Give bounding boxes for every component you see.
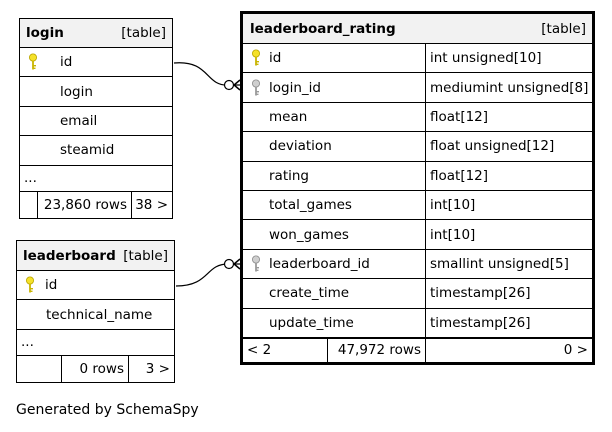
table-login[interactable]: login [table] id login email steamid ...… <box>19 18 173 219</box>
primary-key-icon <box>17 271 43 299</box>
column-row[interactable]: rating float[12] <box>243 161 592 191</box>
connector-optional-marker <box>223 258 235 270</box>
column-row[interactable]: steamid <box>20 136 172 166</box>
table-name: leaderboard <box>23 247 116 264</box>
column-type: float[12] <box>425 102 592 132</box>
parents-count <box>20 192 37 218</box>
column-name: email <box>60 112 98 129</box>
ellipsis-row: ... <box>20 166 172 192</box>
table-header: leaderboard_rating [table] <box>243 14 592 44</box>
column-name: deviation <box>269 138 332 155</box>
column-name: id <box>269 50 282 67</box>
column-type: float unsigned[12] <box>425 132 592 161</box>
table-kind: [table] <box>121 25 166 41</box>
foreign-key-icon <box>243 73 269 101</box>
column-name: total_games <box>269 197 352 214</box>
column-name: update_time <box>269 314 354 331</box>
table-leaderboard-rating[interactable]: leaderboard_rating [table] id int unsign… <box>240 11 595 365</box>
more-columns-ellipsis: ... <box>21 334 34 351</box>
column-type: int[10] <box>425 220 592 249</box>
row-count: 23,860 rows <box>37 191 131 218</box>
children-link[interactable]: 3 > <box>128 355 174 382</box>
column-type: timestamp[26] <box>425 279 592 308</box>
column-name: rating <box>269 167 309 184</box>
more-columns-ellipsis: ... <box>24 170 37 187</box>
column-row[interactable]: login <box>20 77 172 107</box>
column-name: create_time <box>269 285 350 302</box>
column-row[interactable]: login_id mediumint unsigned[8] <box>243 73 592 103</box>
table-name: leaderboard_rating <box>250 20 396 37</box>
column-type: float[12] <box>425 161 592 190</box>
column-type: mediumint unsigned[8] <box>425 73 592 102</box>
row-count: 0 rows <box>61 355 128 382</box>
column-name: won_games <box>269 226 349 243</box>
connector-optional-marker <box>223 79 235 91</box>
column-name: leaderboard_id <box>269 255 370 272</box>
column-row[interactable]: id int unsigned[10] <box>243 44 592 74</box>
table-kind: [table] <box>541 20 586 37</box>
generated-by-label: Generated by SchemaSpy <box>16 402 199 418</box>
parents-link[interactable]: < 2 <box>247 342 272 359</box>
column-row[interactable]: won_games int[10] <box>243 220 592 250</box>
column-row[interactable]: technical_name <box>17 300 174 330</box>
table-kind: [table] <box>123 247 168 264</box>
table-header: leaderboard [table] <box>17 241 174 271</box>
column-type: int[10] <box>425 190 592 220</box>
primary-key-icon <box>20 48 46 76</box>
parents-count <box>17 356 61 382</box>
table-footer: < 2 47,972 rows 0 > <box>243 337 592 362</box>
column-row[interactable]: mean float[12] <box>243 102 592 133</box>
column-row[interactable]: id <box>20 48 172 78</box>
table-header: login [table] <box>20 19 172 48</box>
column-name: login_id <box>269 79 321 96</box>
table-name: login <box>26 25 64 41</box>
column-type: int unsigned[10] <box>425 44 592 73</box>
table-footer: 23,860 rows 38 > <box>20 191 172 218</box>
column-row[interactable]: create_time timestamp[26] <box>243 279 592 309</box>
column-type: timestamp[26] <box>425 308 592 337</box>
column-row[interactable]: leaderboard_id smallint unsigned[5] <box>243 249 592 280</box>
column-row[interactable]: total_games int[10] <box>243 190 592 221</box>
column-name: mean <box>269 108 308 125</box>
children-link[interactable]: 38 > <box>131 191 172 218</box>
column-row[interactable]: update_time timestamp[26] <box>243 308 592 338</box>
column-row[interactable]: deviation float unsigned[12] <box>243 132 592 162</box>
column-name: technical_name <box>46 306 153 323</box>
ellipsis-row: ... <box>17 330 174 356</box>
connector-many-marker <box>232 258 241 270</box>
row-count: 47,972 rows <box>327 338 425 362</box>
column-row[interactable]: email <box>20 107 172 137</box>
foreign-key-icon <box>243 250 269 278</box>
column-name: steamid <box>60 142 115 159</box>
column-name: id <box>45 277 58 294</box>
connector-many-marker <box>232 79 241 91</box>
column-type: smallint unsigned[5] <box>425 249 592 279</box>
column-name: login <box>60 83 93 100</box>
children-link[interactable]: 0 > <box>425 338 592 362</box>
column-name: id <box>60 54 73 71</box>
column-row[interactable]: id <box>17 271 174 301</box>
table-footer: 0 rows 3 > <box>17 355 174 382</box>
primary-key-icon <box>243 44 269 72</box>
table-leaderboard[interactable]: leaderboard [table] id technical_name ..… <box>16 240 175 383</box>
